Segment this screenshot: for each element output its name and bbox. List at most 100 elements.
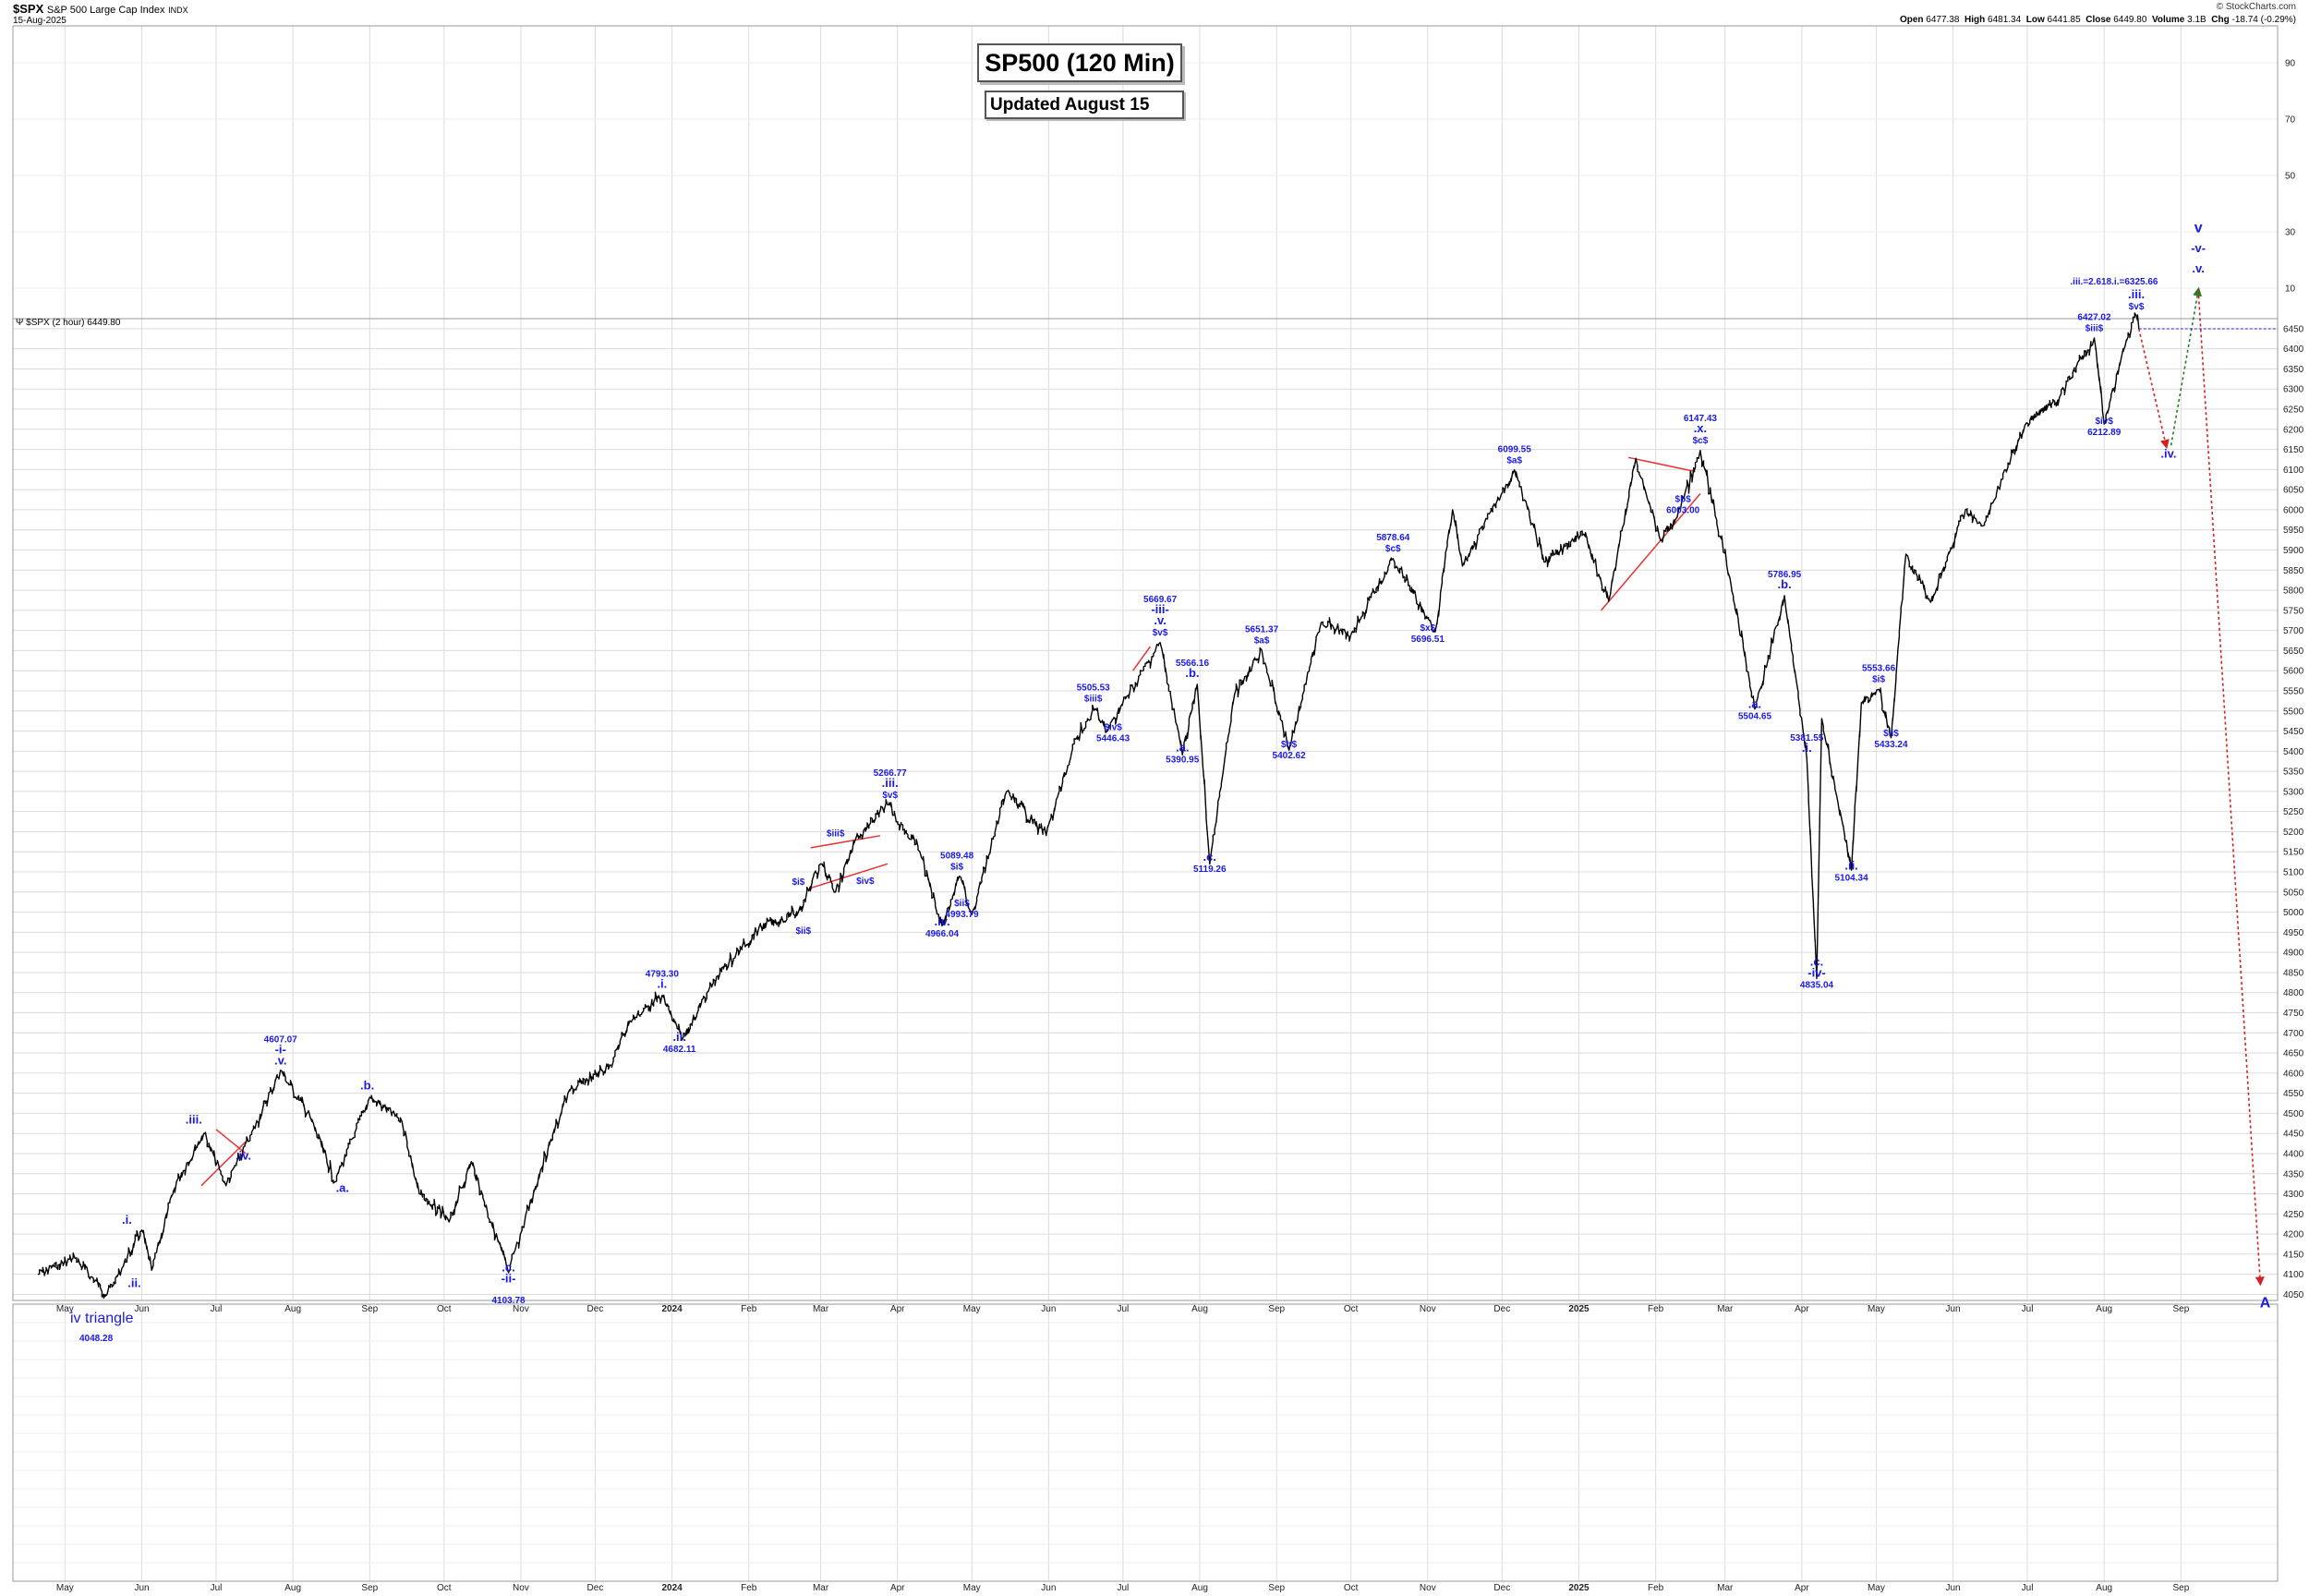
wave-label: .a. [336,1180,349,1194]
wave-label: $i$ [792,877,804,888]
x-tick-label: 2025 [1568,1304,1590,1314]
wave-label: $c$ [1385,544,1401,554]
x-tick-label: Apr [890,1304,905,1314]
y-tick-label: 6300 [2283,385,2304,395]
upper-tick-label: 70 [2285,115,2296,126]
wave-labels: .i..ii..iii..iv.4607.07-i-.v..a..b..c.-i… [70,220,2271,1344]
x-tick-label: May [56,1304,74,1314]
x-tick-label-bottom: 2025 [1568,1583,1590,1593]
y-tick-label: 6200 [2283,425,2304,435]
y-tick-label: 5750 [2283,606,2304,616]
x-tick-label-bottom: Nov [513,1583,529,1593]
x-tick-label-bottom: Aug [284,1583,301,1593]
trendline [810,835,881,849]
x-tick-label: Oct [437,1304,452,1314]
wave-label: 4793.30 [646,969,680,979]
x-axis-ticks: May May Jun Jun Jul Jul Aug Aug Sep Sep Oct Oct Nov N… [56,1304,2190,1593]
x-tick-label: Feb [741,1304,757,1314]
wave-label: $iii$ [827,829,845,840]
wave-label: 5390.95 [1166,756,1200,766]
projection-down-long [2197,290,2265,1287]
wave-label: 4682.11 [663,1045,696,1055]
y-tick-label: 5050 [2283,888,2304,898]
x-tick-label: Sep [361,1304,378,1314]
y-tick-label: 4600 [2283,1069,2304,1079]
x-tick-label: Jun [1946,1304,1961,1314]
x-tick-label-bottom: Apr [890,1583,905,1593]
wave-label: .v. [1154,613,1167,627]
x-tick-label-bottom: Oct [1344,1583,1359,1593]
x-tick-label-bottom: May [1868,1583,1885,1593]
wave-label: 5104.34 [1834,874,1868,884]
wave-label: 5878.64 [1376,533,1410,543]
series-legend: Ψ $SPX (2 hour) 6449.80 [16,318,120,328]
chg-value: -18.74 (-0.29%) [2231,15,2296,25]
y-axis-ticks: 4050 4100 4150 4200 4250 4300 4350 4400 4450 4500… [2283,59,2304,1300]
chart-frames [12,25,2279,1582]
y-tick-label: 5500 [2283,707,2304,717]
x-tick-label: Apr [1795,1304,1809,1314]
x-tick-label: Nov [1420,1304,1436,1314]
wave-label: .iv. [2160,446,2176,460]
wave-label: $iv$ [2095,417,2113,427]
wave-label: 5566.16 [1176,659,1210,669]
wave-label: -ii- [502,1271,516,1285]
x-tick-label-bottom: Jun [1946,1583,1961,1593]
y-tick-label: 4800 [2283,988,2304,998]
wave-label: $v$ [1153,628,1168,638]
wave-label: $a$ [1254,636,1270,647]
upper-tick-label: 90 [2285,59,2296,69]
trendline [200,1141,247,1187]
wave-label: 5696.51 [1411,635,1445,645]
y-tick-label: 4750 [2283,1009,2304,1019]
wave-label: 6427.02 [2077,313,2111,323]
wave-label: $i$ [950,862,963,872]
exchange-label: INDX [168,6,188,15]
y-tick-label: 5700 [2283,626,2304,636]
lower-panel-frame [12,1303,2279,1582]
x-tick-label: 2024 [661,1304,683,1314]
x-tick-label: Jun [1041,1304,1056,1314]
x-tick-label: Sep [1268,1304,1285,1314]
volume-label: Volume [2151,15,2185,25]
x-tick-label: Mar [813,1304,829,1314]
projection-label: v [2194,220,2203,236]
y-tick-label: 6150 [2283,445,2304,455]
x-tick-label-bottom: 2024 [661,1583,683,1593]
wave-label: $iv$ [856,877,875,887]
wave-label: 5505.53 [1077,683,1111,693]
wave-label: .c. [1203,850,1216,864]
x-tick-label-bottom: Dec [587,1583,604,1593]
y-tick-label: 5150 [2283,848,2304,858]
x-tick-label-bottom: Nov [1420,1583,1436,1593]
wave-label: $ii$ [1883,729,1899,739]
wave-label: .ii. [1844,859,1857,873]
x-tick-label: May [1868,1304,1885,1314]
wave-label: .b. [1185,666,1199,680]
wave-label: -iv- [1807,965,1826,979]
y-tick-label: 5000 [2283,908,2304,918]
y-tick-label: 5400 [2283,747,2304,757]
y-tick-label: 4450 [2283,1130,2304,1140]
wave-label: $v$ [2129,302,2145,312]
trendline [1601,493,1701,611]
wave-label: $v$ [882,791,898,801]
wave-label: .x. [1694,421,1707,435]
wave-label: $a$ [1506,455,1522,466]
high-label: High [1964,15,1986,25]
wave-label: .v. [274,1053,287,1067]
open-value: 6477.38 [1926,15,1960,25]
x-tick-label-bottom: Aug [1191,1583,1208,1593]
projection-label: -v- [2191,241,2206,255]
wave-label: $iii$ [1084,694,1103,704]
projection-down [2137,328,2170,450]
x-tick-label-bottom: Jul [2022,1583,2034,1593]
ohlc-readout: Open 6477.38 High 6481.34 Low 6441.85 Cl… [1900,15,2296,25]
x-tick-label: Nov [513,1304,529,1314]
y-tick-label: 4100 [2283,1270,2304,1280]
y-tick-label: 4050 [2283,1290,2304,1300]
x-tick-label: Jun [134,1304,149,1314]
price-panel-frame [12,25,2279,1301]
wave-label: .iii. [882,776,899,790]
projection-label: .iii.=2.618.i.=6325.66 [2070,277,2158,287]
